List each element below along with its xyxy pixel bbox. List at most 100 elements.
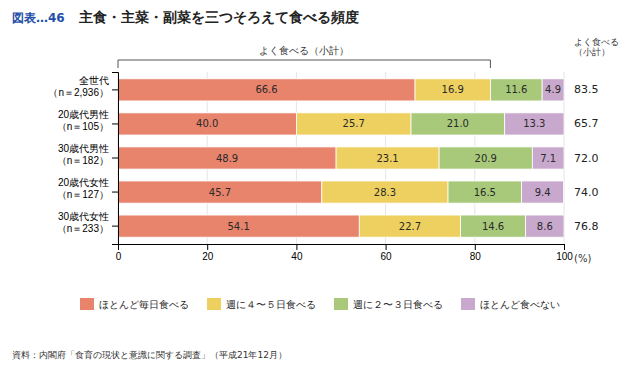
data-label: 28.3 <box>374 187 396 198</box>
data-label: 14.6 <box>482 221 504 232</box>
y-tick: 30歳代女性（n＝233） <box>57 211 118 234</box>
x-tick-mark <box>207 244 208 250</box>
text-line: （n＝233） <box>57 223 109 234</box>
data-label: 45.7 <box>209 187 231 198</box>
x-tick-label: 100 <box>556 251 573 262</box>
data-label: 40.0 <box>196 118 218 129</box>
x-tick-mark <box>386 244 387 250</box>
data-label: 66.6 <box>255 84 277 95</box>
brace <box>118 60 490 68</box>
x-axis-label: (%) <box>574 253 591 264</box>
chart: 図表…46主食・主菜・副菜を三つそろえて食べる頻度 66.6 40.0 48.9 45.… <box>0 0 640 370</box>
text-line: （n＝105） <box>57 121 109 132</box>
bar <box>411 113 505 135</box>
legend-item: 週に４〜５日食べる <box>207 298 316 310</box>
text-line: 30歳代男性 <box>58 143 109 154</box>
bar <box>490 79 542 101</box>
y-tick: 20歳代女性（n＝127） <box>57 177 118 200</box>
x-tick: 80 <box>470 244 482 262</box>
data-label: 20.9 <box>475 153 497 164</box>
legend-label: 週に４〜５日食べる <box>226 299 316 310</box>
subtotal: 65.7 <box>574 117 599 130</box>
y-tick-label: 30歳代男性（n＝182） <box>57 143 109 166</box>
data-label: 7.1 <box>540 153 556 164</box>
legend: ほとんど毎日食べる 週に４〜５日食べる 週に２〜３日食べる ほとんど食べない <box>80 298 560 310</box>
bar <box>448 181 522 203</box>
data-label: 11.6 <box>505 84 527 95</box>
legend-swatch <box>80 298 94 310</box>
bars <box>118 79 564 237</box>
bar <box>296 113 411 135</box>
legend-item: ほとんど毎日食べる <box>80 298 189 310</box>
data-label: 8.6 <box>537 221 553 232</box>
bar <box>359 215 460 237</box>
plot: 66.640.048.945.754.116.925.723.128.322.7… <box>48 37 619 264</box>
data-label: 13.3 <box>523 118 545 129</box>
title-row: 図表…46主食・主菜・副菜を三つそろえて食べる頻度 <box>12 9 359 25</box>
subtotal: 74.0 <box>574 186 599 199</box>
x-tick-label: 0 <box>116 251 122 262</box>
legend-swatch <box>207 298 221 310</box>
bar <box>532 147 564 169</box>
x-tick: 100 <box>556 244 573 262</box>
brace-label: よく食べる（小計） <box>259 45 349 56</box>
bar <box>415 79 490 101</box>
grid <box>118 72 564 244</box>
bar <box>461 215 526 237</box>
text-line: （n＝127） <box>57 189 109 200</box>
text-line: 20歳代男性 <box>58 109 109 120</box>
bar <box>542 79 564 101</box>
text-line: 20歳代女性 <box>58 177 109 188</box>
data-label: 16.5 <box>474 187 496 198</box>
y-tick: 30歳代男性（n＝182） <box>57 143 118 166</box>
bar <box>118 215 359 237</box>
text-line: よく食べる <box>574 37 619 47</box>
bar <box>505 113 564 135</box>
subtotal: 72.0 <box>574 152 599 165</box>
y-tick-label: 30歳代女性（n＝233） <box>57 211 109 234</box>
bar <box>118 181 322 203</box>
x-tick-mark <box>296 244 297 250</box>
fig-label: 図表…46 <box>12 11 65 25</box>
y-tick: 20歳代男性（n＝105） <box>57 109 118 132</box>
y-tick-mark <box>112 158 118 159</box>
data-label: 16.9 <box>442 84 464 95</box>
legend-label: 週に２〜３日食べる <box>353 299 443 310</box>
text-line: （n＝182） <box>57 155 109 166</box>
x-tick: 60 <box>381 244 393 262</box>
x-tick: 40 <box>291 244 303 262</box>
y-tick-label: 全世代（n＝2,936） <box>48 75 109 98</box>
data-label: 23.1 <box>376 153 398 164</box>
legend-swatch <box>461 298 475 310</box>
text-line: （小計） <box>574 47 610 57</box>
x-tick-label: 20 <box>202 251 214 262</box>
subtotal: 83.5 <box>574 83 599 96</box>
y-tick-mark <box>112 89 118 90</box>
legend-item: ほとんど食べない <box>461 298 560 310</box>
x-tick-label: 40 <box>291 251 303 262</box>
legend-label: ほとんど毎日食べる <box>99 299 189 310</box>
bar <box>526 215 564 237</box>
data-label: 21.0 <box>447 118 469 129</box>
x-tick: 20 <box>202 244 214 262</box>
y-axis-line <box>112 73 119 245</box>
y-tick-label: 20歳代男性（n＝105） <box>57 109 109 132</box>
data-label: 48.9 <box>216 153 238 164</box>
text-line: 全世代 <box>79 75 109 86</box>
bar <box>336 147 439 169</box>
data-label: 22.7 <box>399 221 421 232</box>
legend-item: 週に２〜３日食べる <box>334 298 443 310</box>
legend-swatch <box>334 298 348 310</box>
y-tick-label: 20歳代女性（n＝127） <box>57 177 109 200</box>
data-label: 4.9 <box>545 84 561 95</box>
subtotal-header: よく食べる（小計） <box>574 37 619 58</box>
x-tick: 0 <box>116 244 122 262</box>
x-axis: 0 20 40 60 80 100 <box>116 244 574 262</box>
bar <box>118 79 415 101</box>
y-axis: 全世代（n＝2,936） 20歳代男性（n＝105） 30歳代男性（n＝182） 20… <box>48 73 118 245</box>
legend-label: ほとんど食べない <box>480 299 560 310</box>
y-tick: 全世代（n＝2,936） <box>48 75 118 98</box>
y-tick-mark <box>112 226 118 227</box>
bar <box>322 181 448 203</box>
data-labels: 66.640.048.945.754.116.925.723.128.322.7… <box>196 84 561 231</box>
